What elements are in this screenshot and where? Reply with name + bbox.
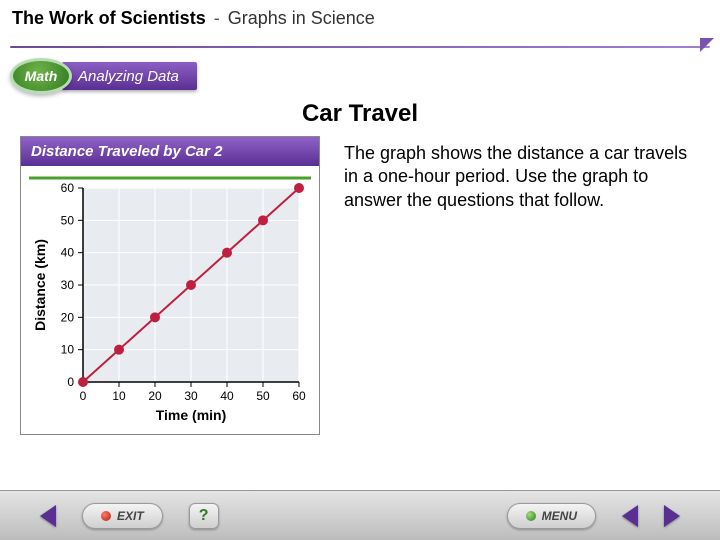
header-separator: - <box>214 8 220 29</box>
svg-text:0: 0 <box>67 375 74 389</box>
body-text: The graph shows the distance a car trave… <box>344 136 700 212</box>
analyze-badge: Analyzing Data <box>62 62 197 90</box>
line-chart: 0 10 20 30 40 50 60 0 10 20 30 40 50 60 Time (min) Dist… <box>29 176 311 426</box>
help-icon: ? <box>199 507 209 525</box>
chart-caption: Distance Traveled by Car 2 <box>21 137 319 166</box>
menu-prev-arrow-icon[interactable] <box>622 505 638 527</box>
header-arrow-icon <box>700 38 714 52</box>
header-title: The Work of Scientists - Graphs in Scien… <box>12 8 708 29</box>
exit-label: EXIT <box>117 509 144 523</box>
footer-left: EXIT ? <box>40 503 219 529</box>
svg-text:40: 40 <box>61 246 75 260</box>
header-title-sub: Graphs in Science <box>228 8 375 29</box>
svg-text:30: 30 <box>61 278 75 292</box>
footer-bar: EXIT ? MENU <box>0 490 720 540</box>
svg-text:40: 40 <box>220 389 234 403</box>
header-title-main: The Work of Scientists <box>12 8 206 29</box>
body-paragraph: The graph shows the distance a car trave… <box>344 142 700 212</box>
header-rule <box>10 46 710 48</box>
svg-text:50: 50 <box>61 213 75 227</box>
svg-text:Time (min): Time (min) <box>156 407 227 423</box>
help-button[interactable]: ? <box>189 503 219 529</box>
chart-area: 0 10 20 30 40 50 60 0 10 20 30 40 50 60 Time (min) Dist… <box>21 166 319 434</box>
content: Distance Traveled by Car 2 0 10 20 30 40 50 60… <box>0 136 720 435</box>
prev-arrow-icon[interactable] <box>40 505 56 527</box>
svg-text:20: 20 <box>61 310 75 324</box>
exit-button[interactable]: EXIT <box>82 503 163 529</box>
svg-text:Distance (km): Distance (km) <box>32 239 48 331</box>
menu-label: MENU <box>542 509 577 523</box>
svg-text:20: 20 <box>148 389 162 403</box>
footer-right: MENU <box>507 503 680 529</box>
next-arrow-icon[interactable] <box>664 505 680 527</box>
slide-title: Car Travel <box>0 100 720 128</box>
exit-dot-icon <box>101 511 111 521</box>
svg-text:60: 60 <box>292 389 306 403</box>
chart-panel: Distance Traveled by Car 2 0 10 20 30 40 50 60… <box>20 136 320 435</box>
svg-text:10: 10 <box>112 389 126 403</box>
svg-text:50: 50 <box>256 389 270 403</box>
svg-text:30: 30 <box>184 389 198 403</box>
svg-text:10: 10 <box>61 343 75 357</box>
math-badge: Math <box>10 58 72 94</box>
menu-button[interactable]: MENU <box>507 503 596 529</box>
badge-row: Math Analyzing Data <box>10 58 720 94</box>
header: The Work of Scientists - Graphs in Scien… <box>0 0 720 40</box>
menu-dot-icon <box>526 511 536 521</box>
svg-text:0: 0 <box>80 389 87 403</box>
svg-text:60: 60 <box>61 181 75 195</box>
